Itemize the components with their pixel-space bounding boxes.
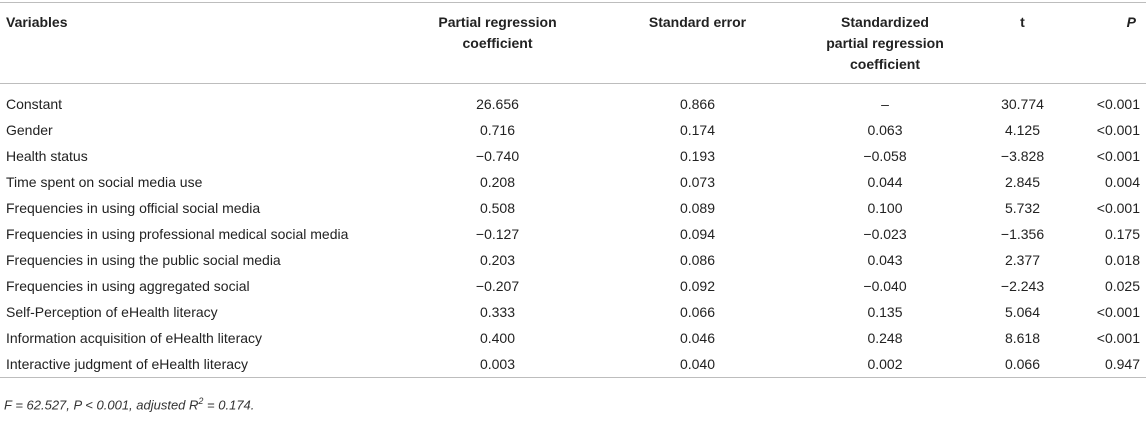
t-cell: 8.618 (1004, 330, 1041, 346)
table-row: Frequencies in using aggregated social −0… (0, 273, 1146, 299)
partial-coefficient-cell: 0.203 (479, 252, 516, 268)
variable-cell: Information acquisition of eHealth liter… (6, 330, 263, 346)
standard-error-cell: 0.040 (679, 356, 716, 372)
table-row: Frequencies in using the public social m… (0, 247, 1146, 273)
standard-error-cell: 0.866 (679, 96, 716, 112)
header-partial-regression-coefficient: Partial regression coefficient (438, 14, 557, 51)
partial-coefficient-cell: 0.716 (479, 122, 516, 138)
standardized-coefficient-cell: 0.043 (867, 252, 903, 268)
partial-coefficient-cell: 0.333 (479, 304, 516, 320)
footnote-stats-end: = 0.174. (203, 397, 255, 413)
table-row: Frequencies in using official social med… (0, 195, 1146, 221)
standard-error-cell: 0.066 (679, 304, 716, 320)
standardized-coefficient-cell: −0.040 (863, 278, 907, 294)
standardized-coefficient-cell: 0.100 (867, 200, 903, 216)
standard-error-cell: 0.046 (679, 330, 716, 346)
variable-cell: Frequencies in using aggregated social (6, 278, 250, 294)
header-variables: Variables (6, 14, 68, 30)
footnote: F = 62.527, P < 0.001, adjusted R2 = 0.1… (4, 396, 254, 412)
standard-error-cell: 0.073 (679, 174, 716, 190)
regression-table: Variables Partial regression coefficient… (0, 2, 1146, 378)
t-cell: 30.774 (1001, 96, 1044, 112)
standard-error-cell: 0.174 (679, 122, 716, 138)
p-cell: 0.018 (1104, 252, 1140, 268)
table-row: Information acquisition of eHealth liter… (0, 325, 1146, 351)
p-cell: <0.001 (1096, 330, 1140, 346)
table-row: Time spent on social media use 0.208 0.073… (0, 169, 1146, 195)
p-cell: <0.001 (1096, 96, 1140, 112)
table-header-row: Variables Partial regression coefficient… (0, 2, 1146, 84)
table-row: Constant 26.656 0.866 – 30.774 <0.001 (0, 84, 1146, 118)
partial-coefficient-cell: 26.656 (476, 96, 519, 112)
footnote-stats: F = 62.527, P < 0.001, adjusted R (4, 397, 199, 413)
partial-coefficient-cell: 0.003 (479, 356, 516, 372)
header-standard-error: Standard error (648, 14, 747, 30)
partial-coefficient-cell: 0.400 (479, 330, 516, 346)
variable-cell: Gender (6, 122, 53, 138)
standardized-coefficient-cell: 0.248 (867, 330, 903, 346)
header-standardized-coefficient: Standardized partial regression coeffici… (826, 14, 944, 72)
standardized-coefficient-cell: 0.063 (867, 122, 903, 138)
p-cell: 0.175 (1104, 226, 1140, 242)
t-cell: 2.377 (1004, 252, 1041, 268)
t-cell: −2.243 (1000, 278, 1045, 294)
t-cell: 5.064 (1004, 304, 1041, 320)
t-cell: 5.732 (1004, 200, 1041, 216)
table-row: Frequencies in using professional medica… (0, 221, 1146, 247)
variable-cell: Interactive judgment of eHealth literacy (6, 356, 249, 372)
variable-cell: Health status (6, 148, 88, 164)
table-row: Interactive judgment of eHealth literacy… (0, 351, 1146, 378)
standardized-coefficient-cell: 0.002 (867, 356, 903, 372)
standard-error-cell: 0.086 (679, 252, 716, 268)
p-cell: <0.001 (1096, 148, 1140, 164)
partial-coefficient-cell: 0.508 (479, 200, 516, 216)
table-row: Self-Perception of eHealth literacy 0.333… (0, 299, 1146, 325)
p-cell: <0.001 (1096, 122, 1140, 138)
variable-cell: Frequencies in using official social med… (6, 200, 261, 216)
header-t: t (1020, 14, 1025, 30)
standardized-coefficient-cell: −0.058 (863, 148, 907, 164)
standard-error-cell: 0.193 (679, 148, 716, 164)
standard-error-cell: 0.092 (679, 278, 716, 294)
standardized-coefficient-cell: 0.044 (867, 174, 903, 190)
table-row: Health status −0.740 0.193 −0.058 −3.828 <0.0… (0, 143, 1146, 169)
variable-cell: Self-Perception of eHealth literacy (6, 304, 218, 320)
partial-coefficient-cell: −0.207 (475, 278, 520, 294)
p-cell: 0.025 (1104, 278, 1140, 294)
variable-cell: Frequencies in using the public social m… (6, 252, 281, 268)
variable-cell: Constant (6, 96, 63, 112)
standardized-coefficient-cell: – (881, 96, 889, 112)
standardized-coefficient-cell: −0.023 (863, 226, 907, 242)
t-cell: 2.845 (1004, 174, 1041, 190)
t-cell: −1.356 (1000, 226, 1045, 242)
partial-coefficient-cell: −0.740 (475, 148, 520, 164)
p-cell: <0.001 (1096, 304, 1140, 320)
table-body: Constant 26.656 0.866 – 30.774 <0.001 Gender 0.… (0, 84, 1146, 378)
p-cell: 0.947 (1104, 356, 1140, 372)
partial-coefficient-cell: 0.208 (479, 174, 516, 190)
t-cell: −3.828 (1000, 148, 1045, 164)
p-cell: <0.001 (1096, 200, 1140, 216)
standard-error-cell: 0.094 (679, 226, 716, 242)
p-cell: 0.004 (1104, 174, 1140, 190)
standard-error-cell: 0.089 (679, 200, 716, 216)
table-row: Gender 0.716 0.174 0.063 4.125 <0.001 (0, 117, 1146, 143)
variable-cell: Time spent on social media use (6, 174, 203, 190)
variable-cell: Frequencies in using professional medica… (6, 226, 349, 242)
t-cell: 4.125 (1004, 122, 1041, 138)
t-cell: 0.066 (1004, 356, 1041, 372)
header-p: P (1126, 14, 1136, 30)
partial-coefficient-cell: −0.127 (475, 226, 520, 242)
footnote-superscript: 2 (198, 396, 204, 406)
standardized-coefficient-cell: 0.135 (867, 304, 903, 320)
